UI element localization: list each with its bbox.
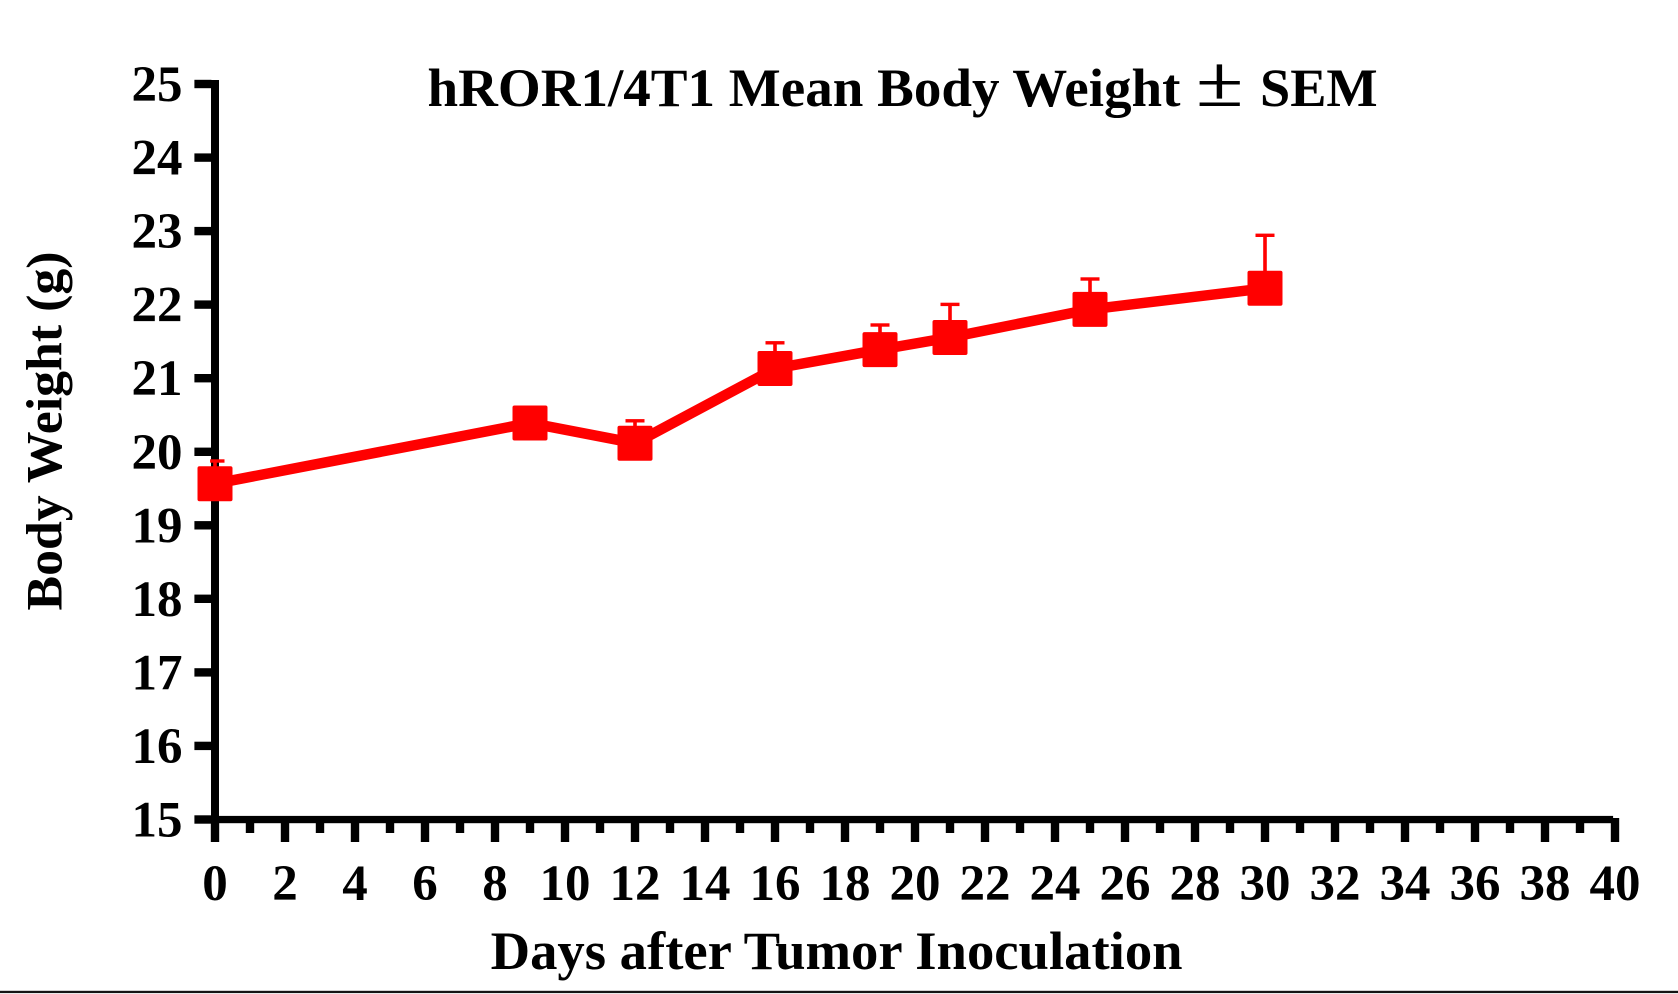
svg-text:30: 30 [1240,856,1291,912]
svg-text:28: 28 [1170,856,1221,912]
svg-text:32: 32 [1310,856,1361,912]
svg-text:2: 2 [272,856,298,912]
svg-text:hROR1/4T1 Mean Body Weight: hROR1/4T1 Mean Body Weight [428,58,1181,118]
svg-text:Body Weight (g): Body Weight (g) [17,252,73,611]
svg-text:16: 16 [132,719,183,775]
svg-text:40: 40 [1590,856,1641,912]
svg-text:10: 10 [540,856,591,912]
svg-text:18: 18 [820,856,871,912]
svg-text:34: 34 [1380,856,1431,912]
svg-text:16: 16 [750,856,801,912]
svg-text:26: 26 [1100,856,1151,912]
svg-text:Days after Tumor Inoculation: Days after Tumor Inoculation [491,921,1183,981]
svg-text:22: 22 [132,278,183,334]
svg-text:38: 38 [1520,856,1571,912]
svg-text:0: 0 [202,856,228,912]
svg-text:20: 20 [890,856,941,912]
svg-text:17: 17 [132,645,183,701]
svg-text:24: 24 [132,131,183,187]
svg-text:23: 23 [132,204,183,260]
svg-text:6: 6 [412,856,438,912]
svg-text:8: 8 [482,856,508,912]
svg-text:18: 18 [132,572,183,628]
svg-text:25: 25 [132,57,183,113]
svg-text:24: 24 [1030,856,1081,912]
svg-text:21: 21 [132,351,183,407]
svg-text:14: 14 [680,856,731,912]
svg-text:4: 4 [342,856,368,912]
svg-text:15: 15 [132,793,183,849]
svg-text:22: 22 [960,856,1011,912]
svg-text:20: 20 [132,425,183,481]
svg-text:SEM: SEM [1260,58,1378,118]
svg-text:12: 12 [610,856,661,912]
svg-text:19: 19 [132,498,183,554]
svg-text:36: 36 [1450,856,1501,912]
